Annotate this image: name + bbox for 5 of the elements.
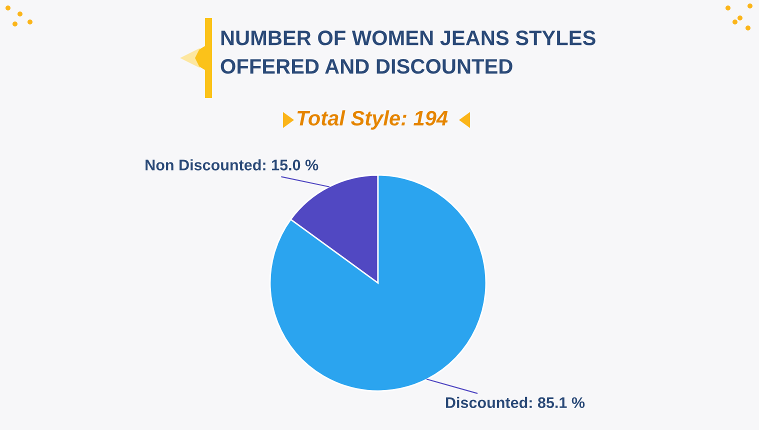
slice-label: Discounted: 85.1 % [446, 396, 585, 408]
chart-title: NUMBER OF WOMEN JEANS STYLES OFFERED AND DISCOUNTED [220, 30, 596, 74]
pie-slice [269, 174, 487, 392]
chart-subtitle: Total Style: 194 [297, 110, 448, 130]
slice-label: Non Discounted: 15.0 % [146, 159, 318, 170]
